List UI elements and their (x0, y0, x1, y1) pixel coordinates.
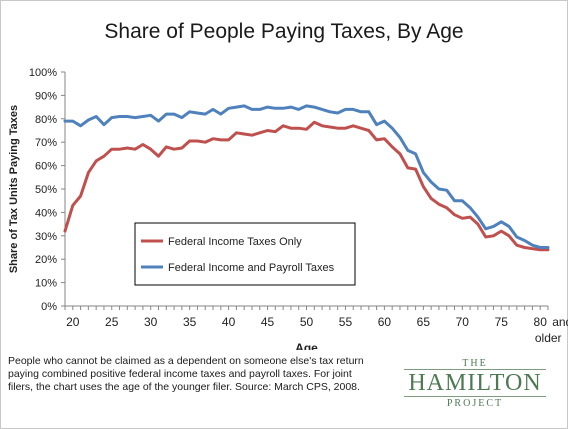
x-tick-label: 65 (417, 315, 431, 329)
y-axis-title: Share of Tax Units Paying Taxes (8, 105, 20, 273)
x-tick-label: 40 (222, 315, 236, 329)
x-tick-label: 55 (339, 315, 353, 329)
x-tick-label: 60 (378, 315, 392, 329)
y-tick-label: 90% (35, 90, 57, 102)
y-tick-label: 30% (35, 231, 57, 243)
line-chart: 0% 10% 20% 30% 40% 50% 60% 70% 80% 90% 100% 20 25 30 3… (8, 67, 568, 350)
footnote: People who cannot be claimed as a depend… (8, 355, 364, 393)
x-tick-label: 75 (495, 315, 509, 329)
x-tick-label: 70 (456, 315, 470, 329)
x-axis-title: Age (295, 341, 318, 350)
y-tick-label: 10% (35, 278, 57, 290)
logo-the: THE (462, 358, 488, 369)
legend-box (134, 222, 356, 286)
axes: 0% 10% 20% 30% 40% 50% 60% 70% 80% 90% 100% 20 25 30 3… (8, 67, 568, 350)
x-tick-label: 20 (66, 315, 80, 329)
x-tick-label: 25 (105, 315, 119, 329)
y-tick-label: 100% (29, 67, 57, 79)
series-layer (63, 104, 550, 252)
y-tick-label: 70% (35, 137, 57, 149)
logo-hamilton: HAMILTON (404, 369, 546, 397)
y-tick-label: 50% (35, 184, 57, 196)
x-tick-label: 45 (261, 315, 275, 329)
y-tick-label: 80% (35, 114, 57, 126)
legend-label-1: Federal Income Taxes Only (168, 236, 302, 248)
logo-project: PROJECT (446, 398, 504, 409)
x-tick-label-suffix-2: older (535, 331, 562, 345)
hamilton-project-logo: THE HAMILTON PROJECT (395, 358, 555, 420)
legend-label-2: Federal Income and Payroll Taxes (168, 262, 335, 274)
x-tick-label: 30 (144, 315, 158, 329)
y-tick-label: 0% (41, 301, 57, 313)
y-tick-label: 20% (35, 254, 57, 266)
x-tick-label: 50 (300, 315, 314, 329)
chart-title: Share of People Paying Taxes, By Age (104, 20, 464, 43)
y-tick-label: 60% (35, 161, 57, 173)
x-tick-label: 35 (183, 315, 197, 329)
y-tick-label: 40% (35, 207, 57, 219)
x-tick-label-suffix: and (552, 315, 568, 329)
legend: Federal Income Taxes Only Federal Income … (134, 222, 356, 286)
series-line-1 (63, 120, 550, 252)
x-tick-label: 80 (534, 315, 548, 329)
series-line-2 (63, 104, 550, 249)
